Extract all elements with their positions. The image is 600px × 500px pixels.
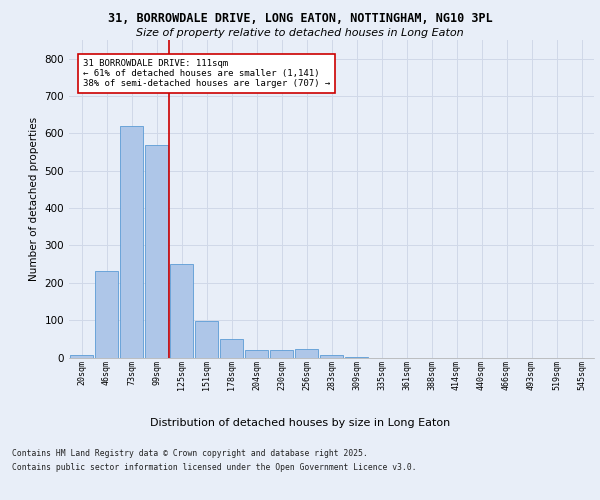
Bar xyxy=(320,354,343,358)
Text: Contains public sector information licensed under the Open Government Licence v3: Contains public sector information licen… xyxy=(12,464,416,472)
Text: 31 BORROWDALE DRIVE: 111sqm
← 61% of detached houses are smaller (1,141)
38% of : 31 BORROWDALE DRIVE: 111sqm ← 61% of det… xyxy=(83,58,330,88)
Bar xyxy=(195,322,218,358)
Bar xyxy=(245,350,268,358)
Bar xyxy=(120,126,143,358)
Text: 31, BORROWDALE DRIVE, LONG EATON, NOTTINGHAM, NG10 3PL: 31, BORROWDALE DRIVE, LONG EATON, NOTTIN… xyxy=(107,12,493,26)
Bar xyxy=(70,354,93,358)
Bar xyxy=(170,264,193,358)
Bar xyxy=(270,350,293,358)
Text: Contains HM Land Registry data © Crown copyright and database right 2025.: Contains HM Land Registry data © Crown c… xyxy=(12,448,368,458)
Bar xyxy=(220,339,243,357)
Bar xyxy=(295,350,318,358)
Bar xyxy=(145,144,168,358)
Bar xyxy=(345,357,368,358)
Text: Size of property relative to detached houses in Long Eaton: Size of property relative to detached ho… xyxy=(136,28,464,38)
Text: Distribution of detached houses by size in Long Eaton: Distribution of detached houses by size … xyxy=(150,418,450,428)
Y-axis label: Number of detached properties: Number of detached properties xyxy=(29,116,39,281)
Bar xyxy=(95,271,118,358)
